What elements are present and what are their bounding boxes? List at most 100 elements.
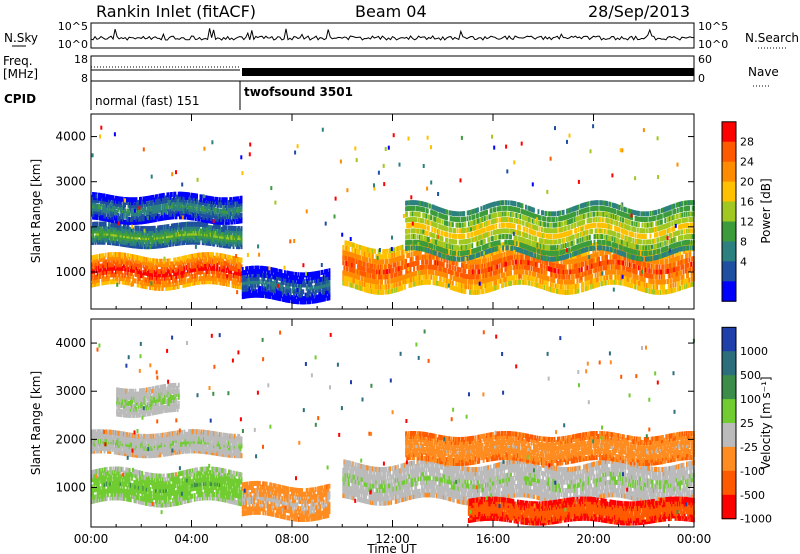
heatmap-cell bbox=[207, 195, 210, 201]
heatmap-cell bbox=[242, 293, 245, 299]
heatmap-cell bbox=[166, 215, 169, 220]
heatmap-cell bbox=[561, 289, 564, 295]
heatmap-cell bbox=[202, 259, 205, 264]
heatmap-cell bbox=[99, 257, 101, 263]
heatmap-cell bbox=[201, 206, 204, 211]
heatmap-cell bbox=[200, 200, 203, 206]
heatmap-cell bbox=[406, 263, 409, 269]
heatmap-cell bbox=[266, 293, 269, 299]
heatmap-cell bbox=[470, 279, 473, 285]
heatmap-cell bbox=[126, 266, 129, 272]
heatmap-cell bbox=[403, 274, 406, 280]
heatmap-cell bbox=[204, 258, 206, 264]
heatmap-cell bbox=[571, 264, 574, 270]
heatmap-cell bbox=[198, 221, 201, 227]
heatmap-cell bbox=[328, 278, 331, 284]
heatmap-cell bbox=[152, 194, 155, 200]
heatmap-cell bbox=[159, 238, 162, 244]
heatmap-cell bbox=[250, 272, 253, 278]
heatmap-cell bbox=[190, 260, 193, 266]
heatmap-cell bbox=[277, 272, 280, 277]
heatmap-cell bbox=[224, 214, 227, 220]
heatmap-cell bbox=[209, 198, 212, 204]
heatmap-cell bbox=[390, 263, 393, 269]
heatmap-cell bbox=[181, 194, 184, 200]
heatmap-cell bbox=[212, 252, 214, 258]
heatmap-cell bbox=[431, 254, 434, 260]
heatmap-cell bbox=[321, 286, 324, 292]
heatmap-cell bbox=[478, 269, 481, 275]
heatmap-cell bbox=[94, 264, 97, 270]
heatmap-cell bbox=[248, 289, 251, 295]
heatmap-cell bbox=[223, 277, 226, 283]
heatmap-cell bbox=[189, 209, 192, 215]
heatmap-cell bbox=[149, 237, 152, 243]
heatmap-cell bbox=[181, 205, 184, 211]
heatmap-cell bbox=[100, 195, 102, 201]
heatmap-cell bbox=[116, 258, 118, 264]
heatmap-cell bbox=[209, 255, 212, 261]
heatmap-cell bbox=[158, 225, 161, 231]
heatmap-cell bbox=[496, 284, 499, 290]
heatmap-cell bbox=[167, 192, 170, 198]
heatmap-cell bbox=[280, 269, 283, 275]
heatmap-cell bbox=[188, 257, 190, 263]
heatmap-cell bbox=[345, 261, 348, 266]
heatmap-cell bbox=[144, 199, 147, 204]
heatmap-cell bbox=[560, 279, 563, 285]
heatmap-cell bbox=[422, 279, 425, 285]
heatmap-cell bbox=[320, 280, 323, 286]
heatmap-cell bbox=[255, 279, 258, 285]
heatmap-cell bbox=[537, 272, 540, 278]
heatmap-cell bbox=[367, 262, 370, 268]
heatmap-cell bbox=[183, 282, 186, 288]
heatmap-cell bbox=[279, 296, 282, 302]
heatmap-cell bbox=[501, 257, 503, 263]
heatmap-cell bbox=[205, 265, 208, 271]
heatmap-cell bbox=[435, 265, 438, 271]
heatmap-cell bbox=[448, 264, 451, 269]
heatmap-cell bbox=[238, 270, 241, 276]
heatmap-cell bbox=[105, 216, 108, 222]
heatmap-cell bbox=[144, 216, 147, 221]
heatmap-cell bbox=[111, 258, 114, 264]
heatmap-cell bbox=[349, 282, 351, 288]
heatmap-cell bbox=[196, 196, 198, 202]
heatmap-cell bbox=[128, 256, 131, 262]
heatmap-cell bbox=[190, 264, 193, 270]
heatmap-cell bbox=[496, 274, 499, 280]
heatmap-cell bbox=[438, 260, 441, 266]
heatmap-cell bbox=[111, 203, 114, 209]
heatmap-cell bbox=[197, 213, 200, 219]
heatmap-cell bbox=[520, 264, 523, 270]
heatmap-cell bbox=[287, 297, 290, 303]
heatmap-cell bbox=[234, 276, 237, 282]
heatmap-cell bbox=[384, 289, 387, 295]
heatmap-cell bbox=[416, 250, 419, 256]
heatmap-cell bbox=[180, 191, 182, 197]
heatmap-cell bbox=[482, 258, 485, 264]
heatmap-cell bbox=[405, 274, 407, 279]
heatmap-cell bbox=[157, 230, 160, 235]
heatmap-cell bbox=[107, 205, 109, 211]
heatmap-cell bbox=[120, 202, 123, 208]
heatmap-cell bbox=[112, 229, 115, 235]
heatmap-cell bbox=[116, 252, 118, 258]
heatmap-cell bbox=[162, 212, 165, 218]
heatmap-cell bbox=[213, 276, 216, 281]
heatmap-cell bbox=[509, 270, 511, 276]
heatmap-cell bbox=[493, 255, 495, 261]
heatmap-cell bbox=[495, 269, 498, 275]
heatmap-cell bbox=[429, 259, 431, 265]
heatmap-cell bbox=[480, 284, 483, 290]
nsearch-tick-bottom: 10^0 bbox=[698, 38, 728, 51]
heatmap-cell bbox=[228, 219, 230, 225]
heatmap-cell bbox=[216, 273, 219, 279]
heatmap-cell bbox=[136, 255, 139, 261]
heatmap-cell bbox=[240, 218, 243, 224]
heatmap-cell bbox=[200, 217, 203, 223]
heatmap-cell bbox=[511, 250, 514, 255]
heatmap-cell bbox=[233, 213, 236, 219]
heatmap-cell bbox=[131, 260, 133, 266]
heatmap-cell bbox=[175, 197, 178, 203]
